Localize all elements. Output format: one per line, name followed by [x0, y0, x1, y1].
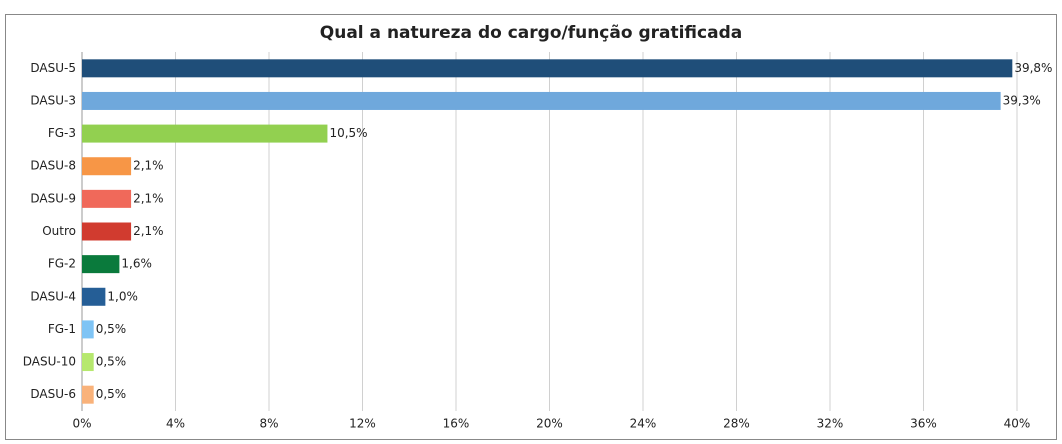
value-label: 39,8% — [1014, 61, 1052, 75]
x-tick-label: 28% — [723, 417, 750, 431]
bar — [82, 91, 1001, 110]
bar — [82, 157, 132, 176]
x-tick-label: 16% — [443, 417, 470, 431]
y-tick-label: FG-1 — [48, 322, 76, 336]
value-label: 2,1% — [133, 159, 164, 173]
y-tick-label: DASU-4 — [30, 289, 76, 303]
y-tick-label: DASU-9 — [30, 191, 76, 205]
value-label: 1,0% — [107, 289, 138, 303]
value-label: 39,3% — [1003, 93, 1041, 107]
x-tick-label: 12% — [349, 417, 376, 431]
bar — [82, 385, 94, 404]
bar — [82, 189, 132, 208]
y-tick-label: DASU-5 — [30, 61, 76, 75]
value-label: 0,5% — [96, 355, 127, 369]
value-label: 2,1% — [133, 224, 164, 238]
chart-title: Qual a natureza do cargo/função gratific… — [320, 23, 742, 43]
value-label: 1,6% — [121, 257, 151, 271]
value-label: 0,5% — [96, 322, 127, 336]
bar — [82, 59, 1013, 78]
x-tick-label: 0% — [72, 417, 91, 431]
x-tick-label: 36% — [910, 417, 937, 431]
y-tick-label: FG-3 — [48, 126, 76, 140]
bar — [82, 255, 120, 274]
bar — [82, 353, 94, 372]
y-tick-label: DASU-8 — [30, 159, 76, 173]
x-tick-label: 40% — [1004, 417, 1031, 431]
x-tick-label: 32% — [817, 417, 844, 431]
chart-frame — [5, 14, 1057, 440]
x-tick-label: 24% — [630, 417, 657, 431]
bar — [82, 287, 106, 306]
y-tick-label: DASU-6 — [30, 387, 76, 401]
bar — [82, 320, 94, 339]
y-tick-label: Outro — [42, 224, 76, 238]
y-tick-label: DASU-10 — [23, 355, 76, 369]
x-tick-label: 8% — [259, 417, 278, 431]
value-label: 10,5% — [329, 126, 367, 140]
value-label: 0,5% — [96, 387, 127, 401]
value-label: 2,1% — [133, 191, 164, 205]
x-tick-label: 20% — [536, 417, 563, 431]
x-tick-label: 4% — [166, 417, 185, 431]
y-tick-label: FG-2 — [48, 257, 76, 271]
y-tick-label: DASU-3 — [30, 93, 76, 107]
bar — [82, 222, 132, 241]
bar — [82, 124, 328, 143]
